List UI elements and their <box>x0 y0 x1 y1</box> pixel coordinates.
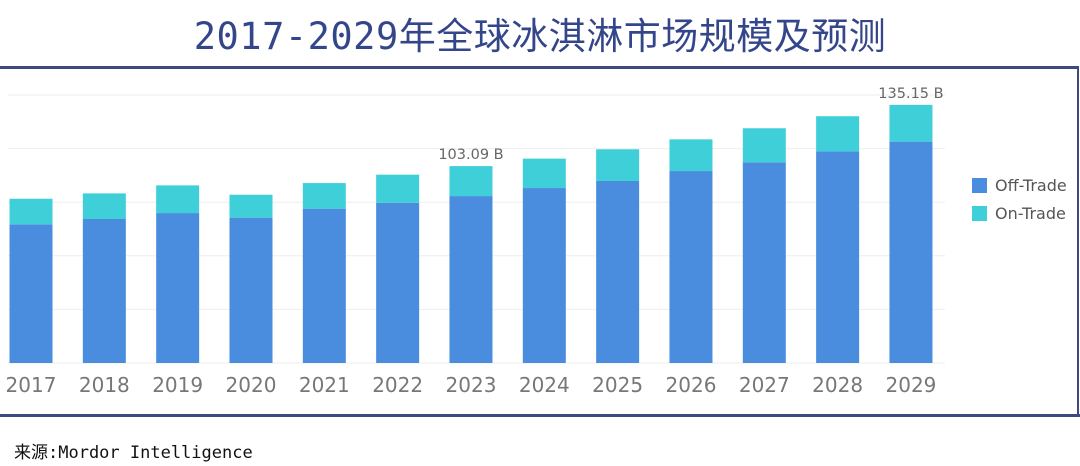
bar-on-trade-2025 <box>596 149 640 181</box>
bar-on-trade-2029 <box>889 104 933 142</box>
bar-on-trade-2019 <box>156 185 200 214</box>
x-tick-label: 2028 <box>812 373 863 397</box>
frame-bottom-divider <box>0 414 1080 417</box>
x-tick-label: 2017 <box>6 373 57 397</box>
bar-on-trade-2017 <box>9 198 53 225</box>
x-tick-label: 2023 <box>446 373 497 397</box>
legend-label: Off-Trade <box>995 176 1067 195</box>
bar-on-trade-2026 <box>669 139 713 172</box>
bar-off-trade-2018 <box>82 218 126 363</box>
bar-off-trade-2023 <box>449 196 493 363</box>
source-note: 来源:Mordor Intelligence <box>14 443 253 463</box>
bar-off-trade-2028 <box>816 151 860 363</box>
bar-on-trade-2021 <box>302 183 346 209</box>
bar-off-trade-2021 <box>302 208 346 363</box>
bar-on-trade-2027 <box>742 128 786 163</box>
bar-on-trade-2028 <box>816 116 860 152</box>
legend-label: On-Trade <box>995 204 1066 223</box>
bar-on-trade-2024 <box>522 158 566 189</box>
x-tick-label: 2025 <box>592 373 643 397</box>
frame-right-border <box>1077 66 1079 416</box>
x-tick-label: 2021 <box>299 373 350 397</box>
title-divider <box>0 66 1079 69</box>
bar-on-trade-2020 <box>229 194 273 218</box>
bar-off-trade-2025 <box>596 180 640 363</box>
x-tick-label: 2020 <box>226 373 277 397</box>
x-tick-label: 2022 <box>372 373 423 397</box>
chart-title: 2017-2029年全球冰淇淋市场规模及预测 <box>193 15 887 58</box>
legend-swatch <box>972 206 987 221</box>
legend-swatch <box>972 178 987 193</box>
bar-on-trade-2023 <box>449 166 493 197</box>
x-tick-label: 2018 <box>79 373 130 397</box>
x-tick-label: 2029 <box>886 373 937 397</box>
data-label-total: 103.09 B <box>438 147 503 163</box>
x-tick-label: 2027 <box>739 373 790 397</box>
bar-off-trade-2017 <box>9 224 53 363</box>
bar-off-trade-2019 <box>156 213 200 363</box>
x-tick-label: 2024 <box>519 373 570 397</box>
bar-off-trade-2027 <box>742 162 786 363</box>
bar-off-trade-2020 <box>229 217 273 363</box>
x-tick-label: 2019 <box>152 373 203 397</box>
bar-off-trade-2029 <box>889 141 933 363</box>
bar-on-trade-2018 <box>82 193 126 219</box>
bar-off-trade-2026 <box>669 171 713 363</box>
bar-off-trade-2024 <box>522 188 566 363</box>
x-tick-label: 2026 <box>666 373 717 397</box>
bar-off-trade-2022 <box>376 202 420 363</box>
data-label-total: 135.15 B <box>878 86 943 102</box>
bar-on-trade-2022 <box>376 174 420 203</box>
